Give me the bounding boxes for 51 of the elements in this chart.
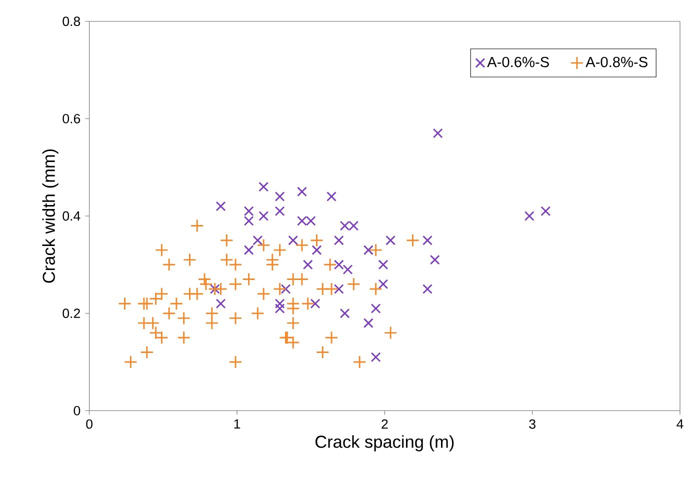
- x-tick-label: 0: [86, 419, 93, 429]
- point: [216, 201, 226, 212]
- point: [378, 260, 388, 270]
- point: [244, 206, 254, 216]
- point: [310, 298, 320, 309]
- point: [334, 260, 344, 270]
- point: [363, 318, 374, 328]
- point: [302, 260, 313, 270]
- x-tick-label: 3: [529, 419, 536, 429]
- point: [297, 186, 307, 197]
- point: [386, 235, 396, 246]
- point: [244, 216, 254, 226]
- point: [378, 279, 388, 290]
- point: [340, 308, 350, 318]
- point: [244, 245, 254, 256]
- point: [334, 235, 344, 246]
- x-axis-title: Crack spacing (m): [315, 435, 454, 452]
- point: [334, 284, 344, 294]
- y-tick-label: 0.6: [62, 114, 80, 124]
- y-tick-label: 0.8: [62, 16, 80, 26]
- point: [342, 264, 353, 275]
- point: [422, 235, 432, 246]
- point: [216, 298, 226, 309]
- point: [252, 235, 263, 246]
- point: [540, 206, 551, 216]
- point: [288, 235, 298, 246]
- point: [258, 211, 269, 221]
- x-tick-label: 2: [382, 419, 388, 429]
- point: [274, 303, 285, 314]
- y-tick-label: 0.4: [62, 211, 80, 221]
- point: [326, 192, 336, 202]
- point: [280, 284, 291, 294]
- point: [432, 128, 443, 138]
- point: [363, 245, 374, 256]
- point: [524, 211, 534, 221]
- point: [370, 352, 381, 362]
- y-tick-label: 0.2: [62, 308, 80, 318]
- y-axis-title: Crack width (mm): [42, 149, 58, 283]
- legend-label: A-0.8%-S: [586, 56, 648, 68]
- point: [274, 192, 285, 202]
- point: [370, 303, 381, 314]
- point: [422, 284, 432, 294]
- x-tick-label: 1: [234, 419, 240, 428]
- point: [312, 245, 322, 256]
- x-tick-label: 4: [676, 419, 684, 428]
- point: [274, 206, 285, 216]
- point: [430, 254, 440, 265]
- point: [274, 298, 285, 309]
- y-tick-label: 0: [74, 406, 80, 416]
- legend-label: A-0.6%-S: [487, 56, 549, 68]
- point: [258, 182, 269, 192]
